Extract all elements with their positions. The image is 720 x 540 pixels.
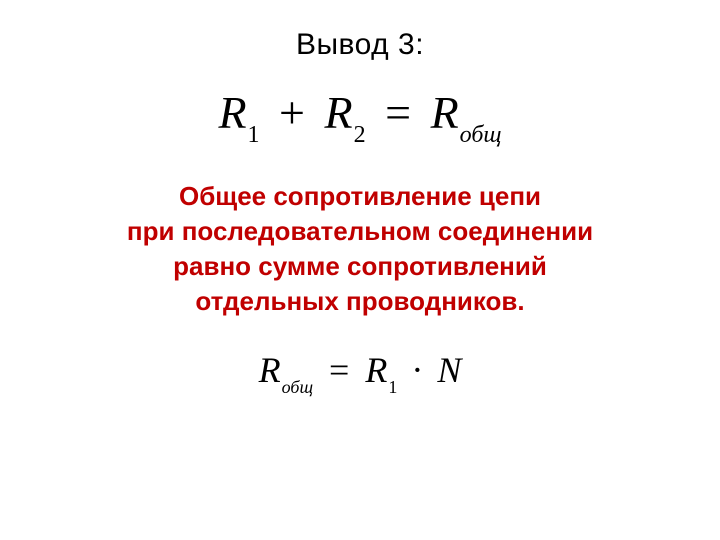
op-eq: = [377,87,419,138]
sub-1b: 1 [388,377,397,397]
op-eq2: = [322,350,356,390]
sub-2: 2 [354,122,366,148]
statement-line-4: отдельных проводников. [0,284,720,319]
formula-secondary: Rобщ = R1 · N [0,352,720,393]
var-R1: R [218,87,246,138]
op-plus: + [271,87,313,138]
statement-line-3: равно сумме сопротивлений [0,249,720,284]
sub-total2: общ [282,377,313,397]
var-R1b: R [365,350,387,390]
var-R2: R [325,87,353,138]
statement-line-1: Общее сопротивление цепи [0,179,720,214]
slide-title: Вывод 3: [0,28,720,62]
formula-main: R1 + R2 = Rобщ [0,90,720,143]
var-Rtotal2: R [259,350,281,390]
sub-1: 1 [248,122,260,148]
op-dot: · [406,350,428,390]
var-Rtotal: R [431,87,459,138]
sub-total: общ [460,122,502,148]
var-N: N [437,350,461,390]
statement-line-2: при последовательном соединении [0,214,720,249]
slide: Вывод 3: R1 + R2 = Rобщ Общее сопротивле… [0,0,720,540]
statement-text: Общее сопротивление цепи при последовате… [0,179,720,319]
